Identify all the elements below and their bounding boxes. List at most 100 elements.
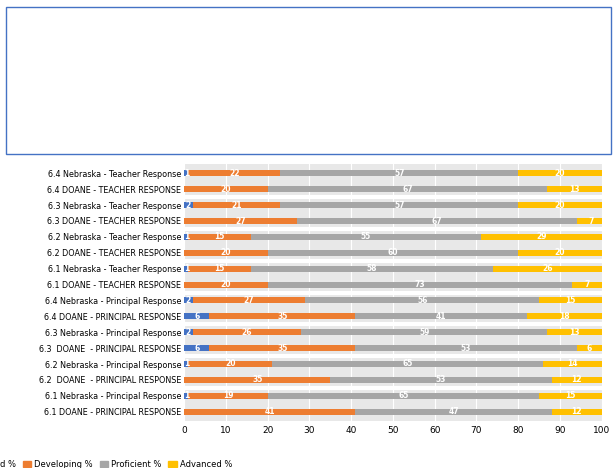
Text: 65: 65 (398, 391, 408, 400)
Text: 7: 7 (585, 280, 590, 289)
Bar (548, 329, 602, 335)
Text: 73: 73 (415, 280, 426, 289)
Text: 7: 7 (589, 217, 594, 226)
Text: 58: 58 (367, 264, 378, 273)
Bar (539, 298, 602, 303)
Bar (493, 266, 602, 272)
Bar (268, 186, 548, 192)
Bar (356, 345, 577, 351)
Text: 15: 15 (565, 391, 575, 400)
Text: 1: 1 (184, 391, 189, 400)
Bar (551, 409, 602, 415)
Bar (527, 313, 602, 319)
Text: 35: 35 (277, 344, 287, 352)
Text: 21: 21 (231, 201, 242, 210)
Text: 20: 20 (220, 280, 231, 289)
Text: 20: 20 (225, 359, 235, 368)
Bar (356, 409, 551, 415)
Text: 59: 59 (419, 328, 429, 336)
Text: 6: 6 (586, 344, 592, 352)
Text: 20: 20 (554, 201, 565, 210)
Bar (184, 266, 188, 272)
Text: 15: 15 (214, 233, 225, 241)
Bar (184, 218, 297, 224)
Text: 18: 18 (559, 312, 569, 321)
Legend: Below Standard %, Developing %, Proficient %, Advanced %: Below Standard %, Developing %, Proficie… (0, 456, 236, 468)
Bar (539, 393, 602, 399)
Text: 1: 1 (184, 169, 189, 178)
Bar (184, 250, 268, 256)
Text: 20: 20 (220, 249, 231, 257)
Text: 6: 6 (194, 344, 200, 352)
Text: 13: 13 (569, 185, 580, 194)
Bar (280, 202, 518, 208)
Text: 1: 1 (184, 233, 189, 241)
Bar (184, 409, 356, 415)
Text: 53: 53 (461, 344, 471, 352)
Bar (184, 298, 193, 303)
Bar (577, 218, 606, 224)
Text: 20: 20 (554, 169, 565, 178)
Text: 1: 1 (184, 359, 189, 368)
Bar (268, 393, 539, 399)
Text: 20: 20 (220, 185, 231, 194)
Text: 12: 12 (572, 407, 582, 416)
Bar (184, 234, 188, 240)
Text: 22: 22 (229, 169, 239, 178)
Bar (305, 298, 539, 303)
Text: 27: 27 (235, 217, 246, 226)
Bar (268, 282, 572, 287)
Text: (1st-yr survey / 2022-2023 School Year): (1st-yr survey / 2022-2023 School Year) (195, 12, 408, 22)
Text: 1: 1 (184, 264, 189, 273)
Bar (518, 170, 602, 176)
Text: 35: 35 (252, 375, 262, 384)
Text: 26: 26 (542, 264, 553, 273)
Text: Standard 6: Assessment: Standard 6: Assessment (14, 12, 223, 27)
Bar (548, 186, 602, 192)
Bar (193, 298, 305, 303)
Bar (209, 345, 356, 351)
Text: 6.4 Provide differentiated instruction and assessments that positively impact le: 6.4 Provide differentiated instruction a… (14, 124, 426, 132)
Bar (251, 266, 493, 272)
Bar (330, 377, 551, 383)
Bar (551, 377, 602, 383)
Bar (193, 329, 301, 335)
Text: 12: 12 (572, 375, 582, 384)
Text: 13: 13 (569, 328, 580, 336)
Text: 6.3 Amend instructional strategies and adapt interven: 6.3 Amend instructional strategies and a… (14, 96, 273, 105)
Text: 2: 2 (186, 328, 191, 336)
Text: 47: 47 (448, 407, 459, 416)
Bar (272, 361, 543, 367)
Bar (184, 202, 193, 208)
Bar (572, 282, 602, 287)
Bar (184, 170, 188, 176)
Text: 15: 15 (214, 264, 225, 273)
Bar (184, 345, 209, 351)
Bar (251, 234, 481, 240)
Text: 65: 65 (402, 359, 413, 368)
Bar (184, 361, 188, 367)
Bar (518, 202, 602, 208)
Bar (209, 313, 356, 319)
Text: 20: 20 (554, 249, 565, 257)
Text: 26: 26 (241, 328, 252, 336)
Bar (184, 186, 268, 192)
Text: 29: 29 (536, 233, 546, 241)
Bar (268, 250, 518, 256)
Text: 57: 57 (394, 169, 405, 178)
Bar (481, 234, 602, 240)
Text: 57: 57 (394, 201, 405, 210)
Bar (184, 393, 188, 399)
Text: 55: 55 (360, 233, 371, 241)
Bar (280, 170, 518, 176)
Text: 41: 41 (436, 312, 446, 321)
Text: 15: 15 (565, 296, 575, 305)
Bar (356, 313, 527, 319)
Text: 53: 53 (436, 375, 446, 384)
Text: 67: 67 (402, 185, 413, 194)
Text: 41: 41 (265, 407, 275, 416)
Bar (193, 202, 280, 208)
Bar (301, 329, 548, 335)
Bar (188, 393, 268, 399)
Bar (188, 266, 251, 272)
